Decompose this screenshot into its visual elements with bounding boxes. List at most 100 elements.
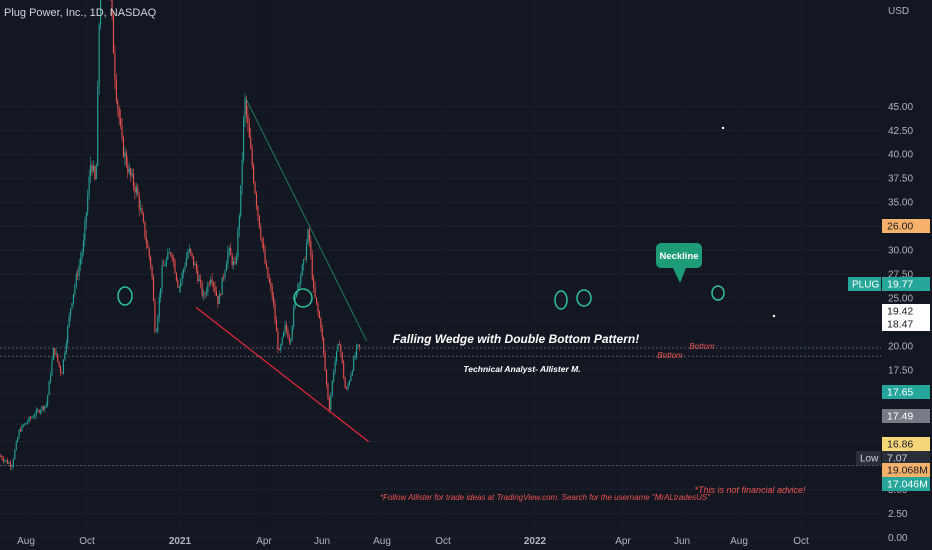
candle-body (264, 249, 266, 264)
x-tick-label: Oct (793, 536, 809, 547)
candle-body (298, 283, 300, 285)
y-tick-label: 42.50 (888, 126, 913, 137)
trendline-lower (195, 307, 369, 443)
candle-body (248, 123, 250, 138)
x-tick-label: Jun (314, 536, 330, 547)
candle-body (325, 369, 328, 385)
candle-body (285, 324, 288, 331)
price-tag-label: Low (860, 454, 879, 465)
candle-body (147, 243, 149, 248)
price-tag-value: 16.86 (887, 439, 913, 451)
candle-body (187, 252, 189, 259)
candle-body (120, 118, 122, 126)
candle-body (15, 441, 17, 451)
trendline-upper (244, 96, 368, 342)
candle-body (350, 375, 352, 382)
candle-body (42, 406, 44, 410)
candle-body (37, 410, 39, 411)
candle-body (47, 395, 49, 405)
candle-body (57, 354, 59, 362)
candle-body (327, 384, 329, 399)
circle-marker (293, 288, 313, 308)
candle-body (19, 429, 22, 432)
candle-body (162, 265, 165, 267)
candle-body (95, 166, 97, 180)
candle-body (307, 229, 309, 244)
candle-body (261, 238, 263, 244)
candle-body (214, 286, 216, 292)
candle-body (310, 241, 312, 255)
candle-body (304, 259, 306, 260)
candle-body (334, 360, 336, 372)
candle-body (122, 137, 125, 157)
candle-body (255, 193, 258, 207)
candle-body (336, 351, 338, 361)
y-tick-label: 2.50 (888, 509, 908, 520)
candle-body (203, 293, 205, 296)
x-tick-label: Apr (256, 536, 272, 547)
candle-body (170, 252, 172, 255)
circle-marker (576, 289, 592, 307)
candle-body (48, 381, 50, 396)
candle-body (323, 337, 325, 354)
candle-body (315, 297, 318, 304)
x-tick-label: Aug (730, 536, 748, 547)
price-tag (882, 219, 930, 233)
candle-body (31, 417, 33, 419)
candle-body (144, 221, 146, 238)
candle-body (237, 229, 239, 258)
candle-body (115, 79, 117, 101)
candle-body (155, 331, 157, 333)
candle-body (305, 243, 308, 260)
price-tag-value: 7.07 (887, 453, 908, 465)
candle-body (280, 344, 282, 351)
candle-body (320, 318, 322, 329)
price-tag (882, 385, 930, 399)
candle-body (184, 266, 186, 270)
currency-label: USD (888, 6, 909, 17)
candle-body (28, 417, 30, 422)
candle-body (52, 347, 54, 361)
candle-body (34, 415, 36, 417)
candle-body (135, 187, 137, 193)
horizontal-lines (0, 347, 881, 467)
candle-body (38, 410, 40, 413)
price-tag-label: PLUG (852, 280, 879, 291)
y-tick-label: 30.00 (888, 246, 913, 257)
candle-body (347, 384, 349, 390)
candle-body (333, 371, 335, 382)
y-tick-label: 0.00 (888, 533, 908, 544)
y-tick-label: 25.00 (888, 293, 913, 304)
candle-body (27, 421, 29, 423)
candle-body (263, 243, 265, 250)
candle-body (58, 361, 60, 367)
circle-marker (711, 285, 725, 301)
candle-body (125, 152, 127, 165)
candle-body (141, 208, 143, 215)
candle-body (195, 263, 197, 271)
candle-body (253, 165, 255, 183)
candle-body (348, 381, 350, 385)
candle-body (244, 99, 246, 118)
candle-body (91, 164, 93, 172)
candle-body (11, 466, 13, 468)
candle-body (220, 294, 222, 296)
candle-body (82, 240, 84, 253)
candle-body (223, 277, 225, 279)
candle-body (114, 53, 116, 80)
candle-body (160, 288, 162, 298)
candle-body (308, 229, 310, 242)
candle-body (87, 195, 89, 213)
y-tick-label: 17.50 (888, 365, 913, 376)
candle-body (112, 15, 115, 54)
candle-body (67, 326, 69, 344)
candle-body (128, 168, 130, 173)
candle-body (343, 362, 345, 378)
candle-body (148, 247, 150, 258)
candle-body (270, 282, 272, 288)
candle-body (275, 320, 278, 332)
candle-body (127, 164, 129, 173)
candle-body (190, 248, 192, 254)
candle-body (351, 370, 353, 376)
